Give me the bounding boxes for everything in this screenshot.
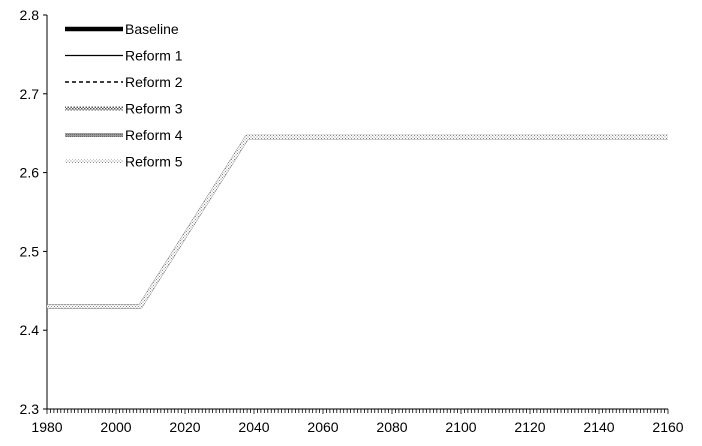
x-tick-label: 2000 — [100, 419, 131, 435]
series-line-reform-5 — [47, 135, 668, 309]
x-tick-label: 2060 — [307, 419, 338, 435]
y-tick-label: 2.3 — [20, 401, 40, 417]
legend-label-reform-1: Reform 1 — [125, 48, 183, 64]
legend: Baseline Reform 1 Reform 2 Reform 3 Reform 4… — [65, 21, 183, 170]
y-tick-label: 2.8 — [20, 7, 40, 23]
x-tick-label: 2140 — [583, 419, 614, 435]
y-tick-label: 2.5 — [20, 243, 40, 259]
x-tick-label: 2040 — [238, 419, 269, 435]
x-tick-label: 2020 — [169, 419, 200, 435]
y-tick-label: 2.4 — [20, 322, 40, 338]
axes: 2.3 2.4 2.5 2.6 2.7 2.8 1980 2000 2020 2040 2060 20… — [20, 7, 684, 435]
x-tick-label: 2160 — [652, 419, 683, 435]
series-layer — [47, 134, 668, 309]
legend-label-reform-4: Reform 4 — [125, 127, 183, 143]
x-tick-label: 1980 — [31, 419, 62, 435]
legend-label-reform-5: Reform 5 — [125, 154, 183, 170]
legend-label-reform-2: Reform 2 — [125, 74, 183, 90]
x-tick-label: 2080 — [376, 419, 407, 435]
legend-label-reform-3: Reform 3 — [125, 101, 183, 117]
legend-label-baseline: Baseline — [125, 21, 179, 37]
x-tick-label: 2120 — [514, 419, 545, 435]
y-tick-label: 2.6 — [20, 165, 40, 181]
y-tick-label: 2.7 — [20, 86, 40, 102]
x-tick-label: 2100 — [445, 419, 476, 435]
